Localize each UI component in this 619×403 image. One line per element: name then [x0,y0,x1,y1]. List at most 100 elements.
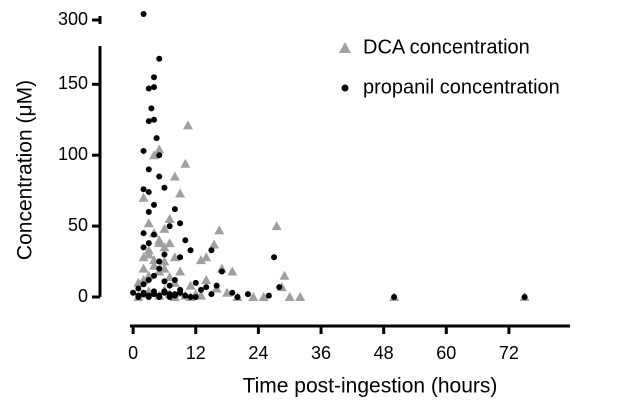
point [175,188,186,198]
point [159,263,170,273]
point [244,291,251,298]
point [214,225,225,235]
point [192,279,199,286]
x-axis-title: Time post-ingestion (hours) [243,375,498,398]
point [140,11,147,17]
point [265,292,272,299]
point [213,282,220,289]
point [130,289,137,296]
point [258,292,269,301]
point [156,265,163,272]
x-tick-label: 24 [248,343,268,363]
point [229,289,236,296]
point [164,238,175,248]
point [143,218,154,228]
point [154,144,165,154]
point [145,166,152,173]
point [145,208,152,215]
point [151,84,158,91]
point [171,276,178,283]
x-tick-label: 72 [499,343,519,363]
point [201,274,212,284]
point [135,294,142,300]
point [182,120,193,130]
y-axis-title: Concentration (μM) [14,80,37,260]
point [208,291,215,298]
point [227,266,238,276]
point [187,294,194,300]
point [153,135,160,142]
point [143,245,154,255]
point [166,223,173,230]
legend-marker [339,42,351,53]
point [276,284,283,291]
point [284,292,295,301]
y-tick-label: 150 [58,73,88,93]
point [161,251,168,258]
point [295,292,306,301]
point [149,150,160,160]
point [234,294,241,300]
point [145,85,152,92]
point [208,247,215,254]
point [180,158,191,168]
point [154,238,165,248]
point [145,189,152,196]
point [143,270,154,280]
x-tick-label: 12 [186,343,206,363]
point [148,105,155,112]
point [279,270,290,280]
point [169,252,180,262]
point [159,242,170,252]
point [145,292,152,299]
x-tick-label: 60 [436,343,456,363]
point [156,55,163,62]
y-tick-label: 50 [68,215,88,235]
point [140,289,147,296]
x-tick-label: 36 [311,343,331,363]
point [192,294,199,300]
point [521,294,528,300]
point [140,147,147,154]
point [145,276,152,283]
point [140,244,147,251]
point [156,258,163,265]
point [201,252,212,262]
point [187,247,194,254]
point [159,223,170,233]
point [248,292,259,301]
x-tick-label: 48 [374,343,394,363]
point [177,289,184,296]
point [145,240,152,247]
point [182,292,189,299]
point [151,74,158,81]
point [156,173,163,180]
point [171,206,178,213]
point [169,171,180,181]
point [195,255,206,265]
y-tick-label: 0 [78,286,88,306]
legend-label: propanil concentration [363,76,560,98]
point [151,272,158,279]
point [271,254,278,261]
y-tick-label: 100 [58,144,88,164]
point [161,184,168,191]
point [391,294,398,300]
point [151,291,158,298]
point [140,186,147,193]
point [164,214,175,224]
legend-label: DCA concentration [363,36,530,58]
point [151,116,158,123]
point [271,221,282,231]
point [151,201,158,208]
point [222,287,233,297]
point [138,263,149,273]
point [197,286,204,293]
point [135,285,142,292]
point [156,152,163,159]
point [140,281,147,288]
point [177,254,184,261]
point [159,256,170,266]
point [185,280,196,290]
